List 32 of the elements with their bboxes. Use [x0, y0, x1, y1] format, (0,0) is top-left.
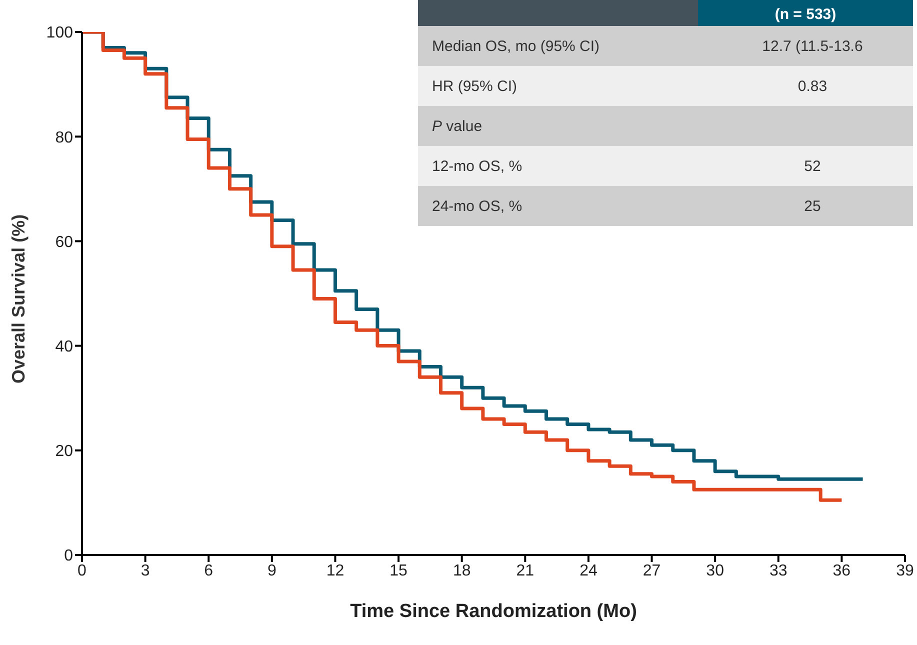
- y-tick-label: 60: [55, 234, 74, 251]
- x-tick-label: 30: [706, 562, 724, 580]
- x-tick-label: 15: [390, 562, 408, 580]
- y-axis-title: Overall Survival (%): [8, 214, 28, 384]
- x-tick-label: 24: [580, 562, 598, 580]
- y-tick-label: 40: [55, 338, 74, 356]
- annotation: 24-mo OS, %: [431, 198, 524, 214]
- x-tick-label: 39: [896, 562, 914, 580]
- x-tick-label: 21: [516, 562, 534, 580]
- x-tick-label: 6: [204, 562, 214, 580]
- annotation: 12.7 (11.5-13.6: [761, 38, 864, 54]
- annotation: 12-mo OS, %: [431, 158, 524, 174]
- x-tick-label: 36: [832, 562, 851, 580]
- x-tick-label: 33: [769, 562, 788, 580]
- annotation: P value: [431, 118, 484, 134]
- y-tick-label: 20: [55, 443, 74, 460]
- x-tick-label: 18: [452, 562, 471, 580]
- annotation: 0.83: [796, 78, 828, 94]
- annotation: HR (95% CI): [431, 78, 518, 94]
- x-tick-label: 9: [267, 562, 276, 580]
- x-tick-label: 3: [140, 562, 150, 580]
- y-tick-label: 0: [64, 548, 74, 565]
- annotation: 52: [803, 158, 822, 174]
- x-tick-label: 0: [78, 562, 87, 580]
- x-tick-label: 27: [642, 562, 661, 580]
- y-tick-label: 100: [46, 24, 74, 42]
- x-axis-title: Time Since Randomization (Mo): [350, 601, 637, 622]
- y-tick-label: 80: [55, 129, 74, 146]
- x-tick-label: 12: [326, 562, 344, 580]
- annotation: Median OS, mo (95% CI): [431, 38, 601, 54]
- text: (n = 533): [774, 6, 836, 23]
- annotation: 25: [803, 198, 822, 214]
